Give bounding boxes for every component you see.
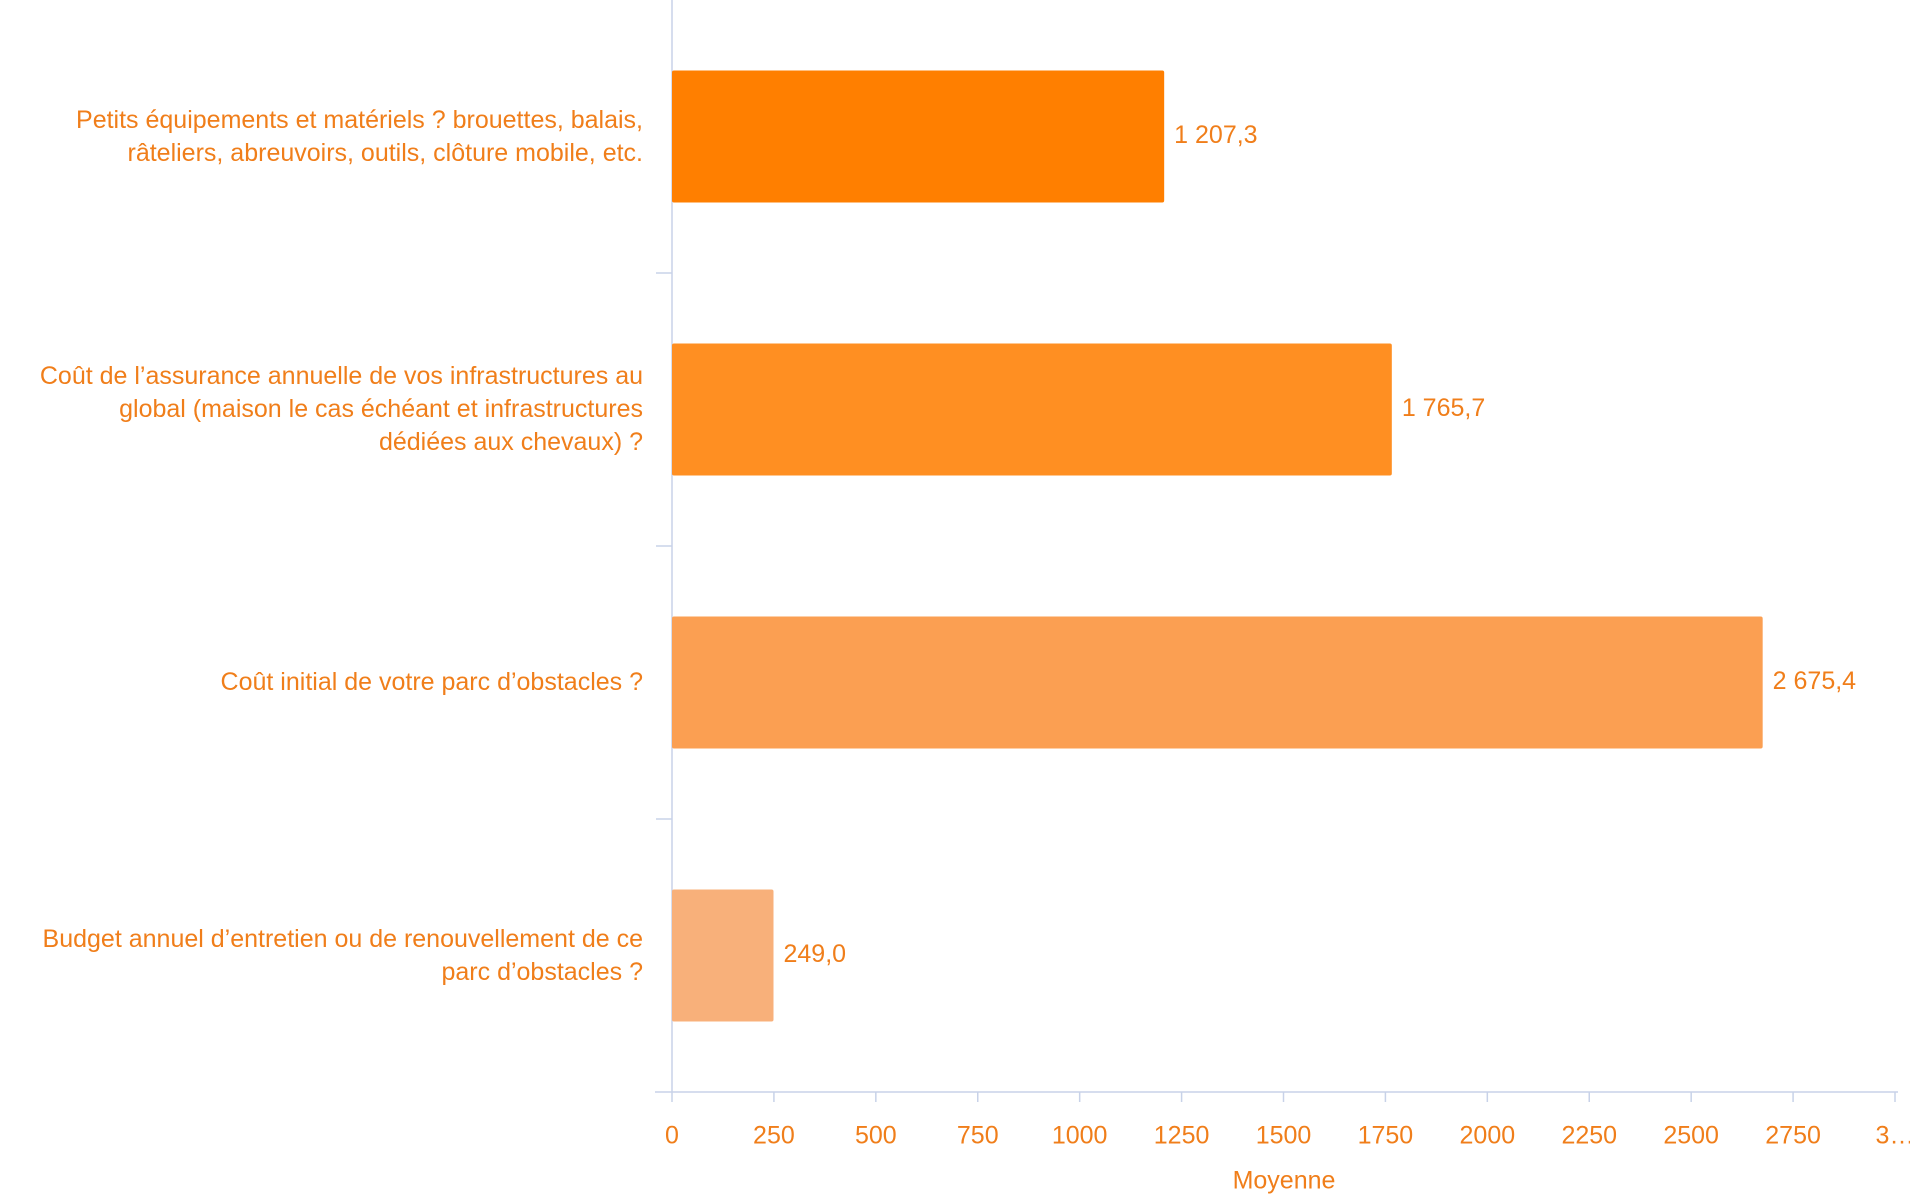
value-label: 1 765,7 [1402,394,1485,422]
x-tick-label: 500 [855,1122,897,1150]
value-label: 2 675,4 [1773,667,1857,695]
x-tick-label: 3… [1876,1122,1910,1150]
y-tick-label: Coût initial de votre parc d’obstacles ? [220,668,643,696]
x-tick-label: 2500 [1663,1122,1719,1150]
x-tick-label: 750 [957,1122,999,1150]
y-tick-label: Budget annuel d’entretien ou de renouvel… [42,924,643,986]
x-tick-label: 0 [665,1122,679,1150]
x-tick-label: 250 [753,1122,795,1150]
x-tick-label: 1250 [1154,1122,1210,1150]
value-label: 249,0 [784,940,847,968]
x-axis-title: Moyenne [1233,1167,1336,1195]
x-tick-label: 2750 [1765,1122,1821,1150]
y-tick-label: Coût de l’assurance annuelle de vos infr… [39,362,643,456]
x-tick-label: 1500 [1256,1122,1312,1150]
bar [672,70,1165,203]
value-label: 1 207,3 [1174,121,1257,149]
bar [672,616,1763,749]
bar [672,889,774,1022]
x-tick-label: 2000 [1460,1122,1516,1150]
y-tick-label: Petits équipements et matériels ? brouet… [76,105,643,167]
x-tick-label: 1750 [1358,1122,1414,1150]
bar [672,343,1392,476]
x-tick-label: 2250 [1561,1122,1617,1150]
x-tick-label: 1000 [1052,1122,1108,1150]
